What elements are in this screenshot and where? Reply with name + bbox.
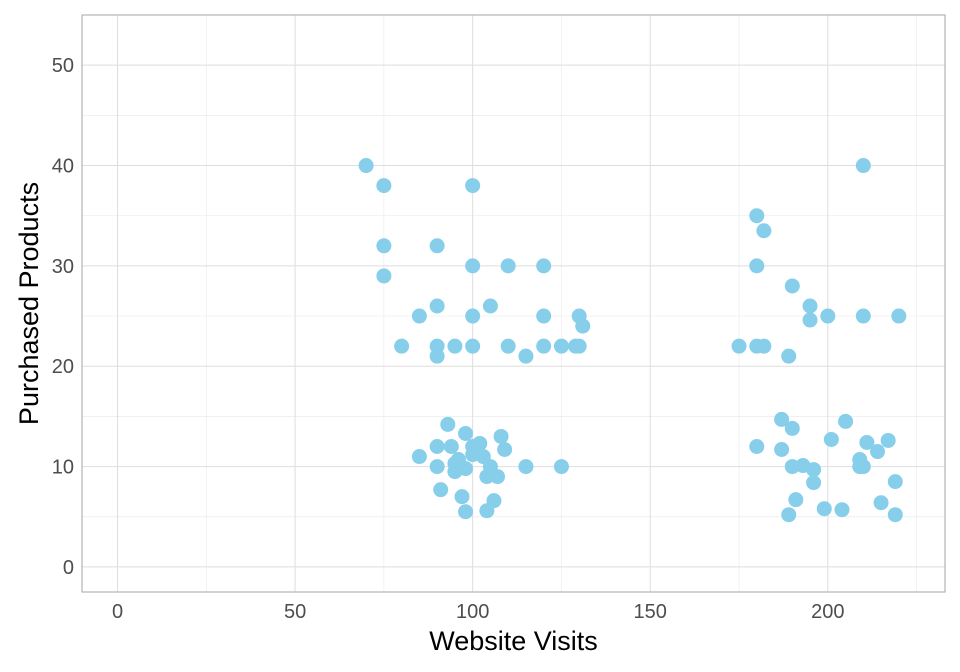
y-tick-label: 10 <box>52 457 74 479</box>
data-point <box>429 348 445 364</box>
data-point <box>823 431 839 447</box>
data-point <box>756 223 772 239</box>
y-tick-label: 50 <box>52 55 74 77</box>
data-point <box>429 298 445 314</box>
y-tick-label: 0 <box>63 557 74 579</box>
x-tick-label: 200 <box>811 601 844 623</box>
data-point <box>465 338 481 354</box>
data-point <box>500 258 516 274</box>
data-point <box>749 438 765 454</box>
data-point <box>870 444 886 460</box>
x-axis-tick-labels: 0 50 100 150 200 <box>112 601 845 623</box>
data-point <box>553 459 569 475</box>
data-point <box>816 501 832 517</box>
data-point <box>411 308 427 324</box>
data-point <box>447 338 463 354</box>
data-point <box>855 308 871 324</box>
data-point <box>536 338 552 354</box>
data-point <box>518 348 534 364</box>
data-point <box>429 238 445 254</box>
data-point <box>493 428 509 444</box>
data-point <box>429 459 445 475</box>
data-point <box>887 474 903 490</box>
data-point <box>440 416 456 432</box>
data-point <box>376 178 392 194</box>
data-point <box>781 348 797 364</box>
data-point <box>802 312 818 328</box>
data-point <box>774 411 790 427</box>
data-point <box>887 507 903 523</box>
x-tick-label: 50 <box>284 601 306 623</box>
data-point <box>482 298 498 314</box>
data-point <box>784 420 800 436</box>
data-point <box>774 442 790 458</box>
x-tick-label: 100 <box>456 601 489 623</box>
data-point <box>749 208 765 224</box>
data-point <box>749 258 765 274</box>
data-point <box>855 158 871 174</box>
data-point <box>859 434 875 450</box>
data-point <box>788 492 804 508</box>
data-point <box>575 318 591 334</box>
y-tick-label: 20 <box>52 356 74 378</box>
data-point <box>518 459 534 475</box>
data-points <box>358 158 907 523</box>
data-point <box>465 308 481 324</box>
x-tick-label: 0 <box>112 601 123 623</box>
data-point <box>781 507 797 523</box>
data-point <box>411 449 427 465</box>
data-point <box>855 459 871 475</box>
data-point <box>429 438 445 454</box>
data-point <box>472 435 488 451</box>
data-point <box>838 413 854 429</box>
data-point <box>536 258 552 274</box>
data-point <box>465 178 481 194</box>
data-point <box>756 338 772 354</box>
data-point <box>458 461 474 477</box>
data-point <box>458 504 474 520</box>
data-point <box>376 268 392 284</box>
x-axis-title: Website Visits <box>429 626 598 656</box>
data-point <box>571 338 587 354</box>
data-point <box>490 469 506 485</box>
data-point <box>891 308 907 324</box>
data-point <box>873 495 889 511</box>
y-axis-title: Purchased Products <box>14 182 44 425</box>
y-axis-tick-labels: 0 10 20 30 40 50 <box>52 55 74 579</box>
y-tick-label: 40 <box>52 156 74 178</box>
data-point <box>806 475 822 491</box>
data-point <box>834 502 850 518</box>
data-point <box>536 308 552 324</box>
data-point <box>497 442 513 458</box>
data-point <box>465 258 481 274</box>
data-point <box>433 482 449 498</box>
minor-gridlines <box>82 15 945 592</box>
data-point <box>731 338 747 354</box>
data-point <box>358 158 374 174</box>
y-tick-label: 30 <box>52 256 74 278</box>
data-point <box>802 298 818 314</box>
data-point <box>486 493 502 509</box>
data-point <box>500 338 516 354</box>
data-point <box>553 338 569 354</box>
data-point <box>880 432 896 448</box>
data-point <box>820 308 836 324</box>
x-tick-label: 150 <box>634 601 667 623</box>
data-point <box>784 278 800 294</box>
plot-panel-border <box>81 14 946 593</box>
data-point <box>454 489 470 505</box>
data-point <box>394 338 410 354</box>
data-point <box>376 238 392 254</box>
data-point <box>806 462 822 478</box>
major-gridlines <box>82 15 945 592</box>
data-point <box>458 425 474 441</box>
data-point <box>443 438 459 454</box>
